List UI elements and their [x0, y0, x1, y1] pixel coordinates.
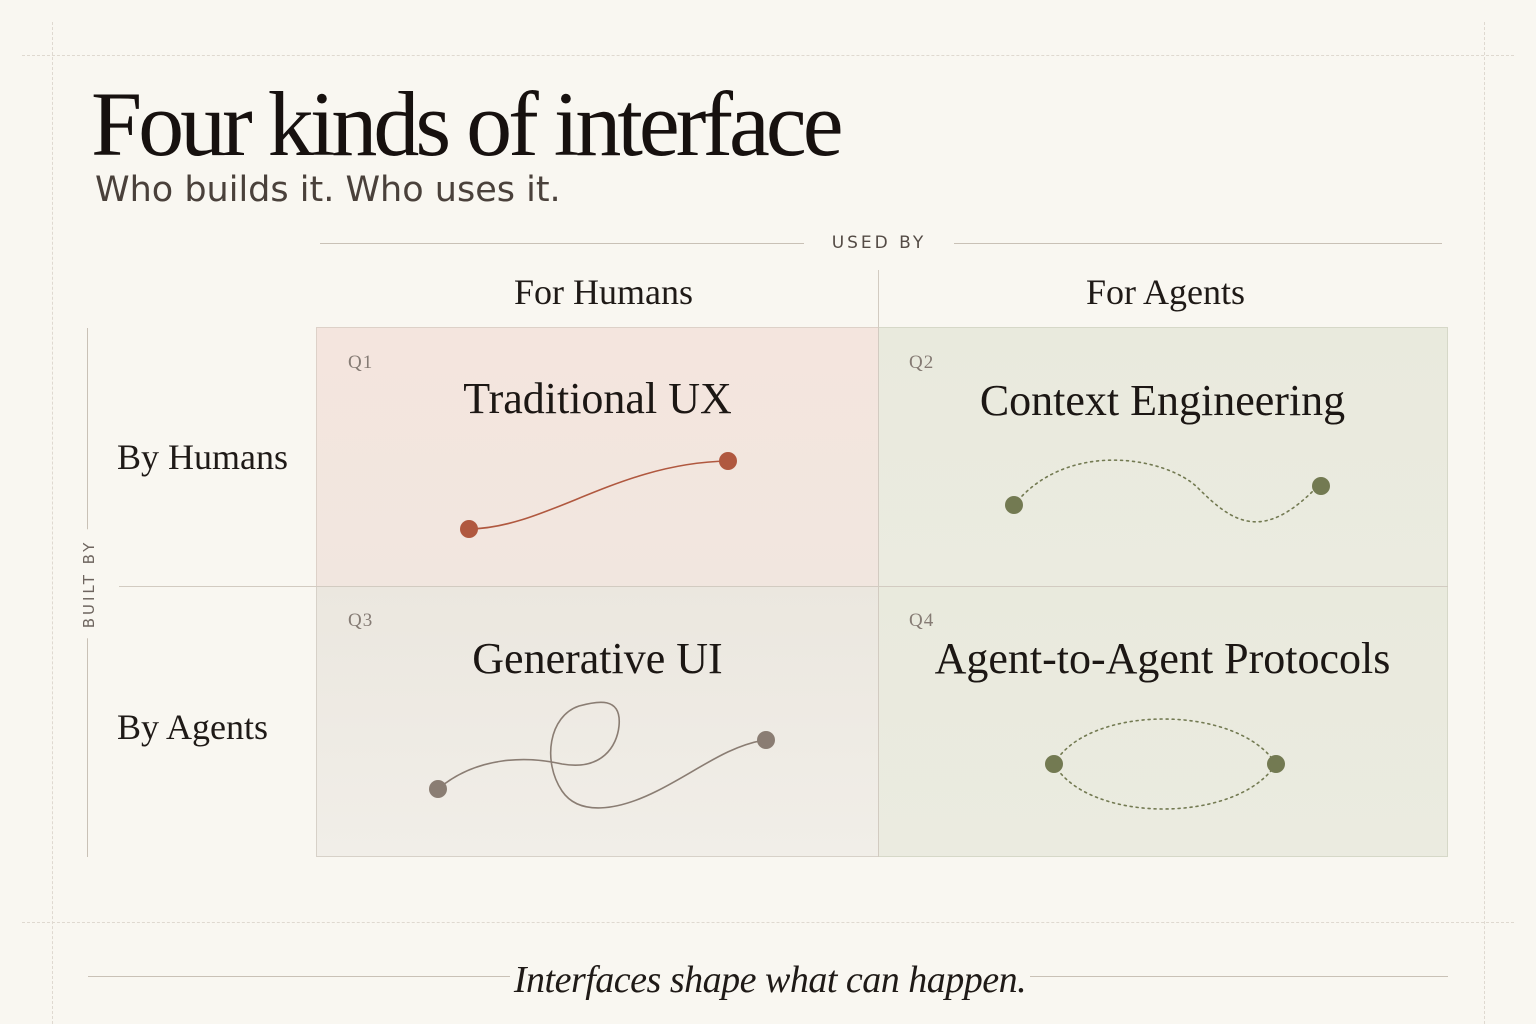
quadrant-title: Context Engineering: [979, 376, 1346, 425]
dotted-ellipse-icon: [1045, 718, 1285, 810]
frame-guide-bottom: [22, 922, 1514, 923]
quadrant-context-engineering: Q2 Context Engineering: [878, 327, 1448, 586]
quadrant-title: Traditional UX: [463, 374, 732, 423]
grid-divider-horizontal: [119, 586, 1448, 587]
footer-rule-right: [1030, 976, 1448, 977]
row-heading-agents: By Agents: [117, 707, 269, 747]
quadrant-agent-protocols: Q4 Agent-to-Agent Protocols: [878, 586, 1448, 857]
quadrant-tag: Q4: [909, 610, 935, 631]
footer-tagline: Interfaces shape what can happen.: [513, 959, 1027, 1001]
frame-guide-top: [22, 55, 1514, 56]
frame-guide-left: [52, 22, 53, 1024]
axis-top-rule-right: [954, 243, 1442, 244]
grid-divider-vertical: [878, 270, 879, 857]
axis-left-label: BUILT BY: [79, 529, 99, 639]
axis-top-rule-left: [320, 243, 804, 244]
dotted-wave-icon: [1005, 459, 1330, 523]
quadrant-tag: Q1: [348, 352, 374, 373]
quadrant-tag: Q3: [348, 610, 374, 631]
footer-rule-left: [88, 976, 510, 977]
row-heading-humans: By Humans: [117, 437, 288, 477]
frame-guide-right: [1484, 22, 1485, 1024]
quadrant-title: Generative UI: [472, 634, 723, 683]
column-heading-humans: For Humans: [514, 272, 693, 312]
quadrant-title: Agent-to-Agent Protocols: [934, 634, 1391, 683]
quadrant-generative-ui: Q3 Generative UI: [316, 586, 878, 857]
page-subtitle: Who builds it. Who uses it.: [95, 170, 561, 210]
quadrant-tag: Q2: [909, 352, 935, 373]
smooth-curve-icon: [460, 452, 737, 538]
axis-top-label: USED BY: [831, 233, 927, 253]
column-heading-agents: For Agents: [1085, 272, 1245, 312]
quadrant-traditional-ux: Q1 Traditional UX: [316, 327, 878, 586]
looped-curve-icon: [429, 701, 775, 809]
page-title: Four kinds of interface: [91, 73, 844, 175]
